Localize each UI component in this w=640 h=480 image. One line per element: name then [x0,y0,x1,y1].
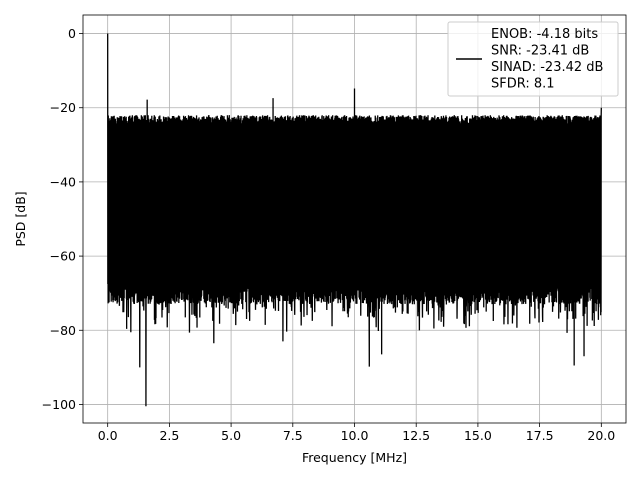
axis-ticks: 0.0 2.5 5.0 7.5 10.0 12.5 15.0 17.5 20.0 0 −20 −40 −… [42,26,616,443]
y-tick-label: −20 [50,100,76,115]
x-tick-label: 15.0 [464,428,492,443]
legend-sinad: SINAD: -23.42 dB [491,60,603,75]
legend-sfdr: SFDR: 8.1 [491,77,555,92]
x-tick-label: 5.0 [221,428,241,443]
legend: ENOB: -4.18 bits SNR: -23.41 dB SINAD: -… [447,21,619,97]
x-tick-label: 12.5 [402,428,430,443]
psd-series-line [107,33,602,407]
y-tick-label: −100 [42,397,76,412]
y-tick-label: −40 [50,174,76,189]
x-tick-label: 10.0 [341,428,369,443]
x-axis-label: Frequency [MHz] [302,450,407,465]
y-axis-label: PSD [dB] [13,191,28,246]
legend-snr: SNR: -23.41 dB [491,44,589,59]
x-tick-label: 17.5 [526,428,554,443]
x-tick-label: 0.0 [98,428,118,443]
legend-enob: ENOB: -4.18 bits [491,27,598,42]
y-tick-label: 0 [68,26,76,41]
plot-area [107,33,602,407]
y-tick-label: −80 [50,323,76,338]
y-tick-label: −60 [50,249,76,264]
x-tick-label: 7.5 [283,428,303,443]
x-tick-label: 2.5 [159,428,179,443]
x-tick-label: 20.0 [587,428,615,443]
legend-box [447,21,619,97]
